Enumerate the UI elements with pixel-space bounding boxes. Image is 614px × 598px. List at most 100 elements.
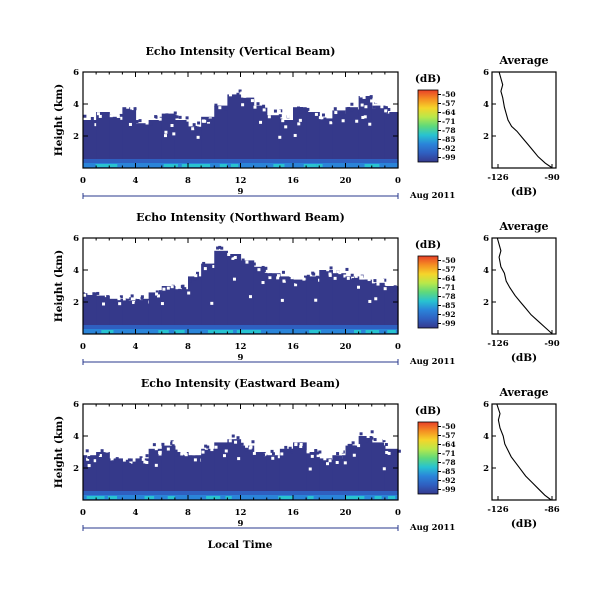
echo-speckle — [359, 94, 363, 98]
echo-gap — [197, 116, 201, 120]
y-tick-label: 2 — [73, 132, 79, 142]
y-tick-label: 6 — [73, 68, 79, 78]
echo-speckle — [98, 453, 102, 457]
echo-gap — [255, 257, 259, 261]
echo-speckle — [371, 277, 375, 281]
y-tick-label: 2 — [73, 298, 79, 308]
x-tick-label: 12 — [235, 342, 247, 352]
echo-speckle — [131, 107, 135, 111]
echo-column — [319, 118, 333, 168]
echo-gap — [383, 287, 387, 291]
echo-speckle — [373, 279, 377, 283]
surface-peak — [107, 496, 116, 499]
echo-speckle — [284, 445, 288, 449]
echo-gap — [141, 448, 145, 452]
avg-x-tick-label: -126 — [487, 339, 508, 349]
echo-speckle — [140, 295, 144, 299]
echo-speckle — [297, 106, 301, 110]
echo-column — [148, 120, 163, 168]
echo-speckle — [322, 119, 326, 123]
x-tick-label: 12 — [235, 176, 247, 186]
echo-speckle — [370, 99, 374, 103]
echo-speckle — [108, 290, 112, 294]
x-tick-label: 4 — [133, 342, 139, 352]
echo-speckle — [315, 275, 319, 279]
echo-speckle — [132, 301, 136, 305]
echo-gap — [180, 452, 184, 456]
echo-column — [306, 452, 320, 500]
echo-speckle — [183, 287, 187, 291]
echo-gap — [335, 461, 339, 465]
echo-speckle — [245, 444, 249, 448]
echo-gap — [372, 99, 376, 103]
echo-speckle — [139, 456, 143, 460]
echo-speckle — [268, 276, 272, 280]
echo-column — [109, 458, 123, 500]
echo-speckle — [346, 276, 350, 280]
echo-column — [174, 289, 189, 334]
echo-speckle — [288, 446, 292, 450]
echo-speckle — [98, 114, 102, 118]
echo-speckle — [271, 456, 275, 460]
echo-speckle — [191, 127, 195, 131]
echo-speckle — [199, 455, 203, 459]
echo-speckle — [316, 113, 320, 117]
echo-column — [358, 279, 373, 334]
echo-speckle — [241, 258, 245, 262]
echo-speckle — [145, 121, 149, 125]
echo-speckle — [251, 440, 255, 444]
echo-speckle — [171, 443, 175, 447]
echo-speckle — [152, 443, 156, 447]
echo-speckle — [283, 270, 287, 274]
echo-gap — [349, 434, 353, 438]
echo-speckle — [271, 452, 275, 456]
echo-speckle — [339, 455, 343, 459]
average-profile-line — [498, 71, 553, 169]
echo-gap — [343, 461, 347, 465]
colorbar-label: -78 — [442, 292, 456, 301]
echo-speckle — [261, 453, 265, 457]
echo-speckle — [106, 107, 110, 111]
echo-column — [83, 120, 97, 168]
surface-peak — [174, 330, 185, 333]
echo-gap — [278, 135, 282, 139]
echo-speckle — [314, 108, 318, 112]
echo-gap — [366, 262, 370, 266]
echo-gap — [381, 278, 385, 282]
echo-speckle — [250, 99, 254, 103]
echo-speckle — [234, 440, 238, 444]
echo-speckle — [85, 288, 89, 292]
panel-title: Echo Intensity (Vertical Beam) — [145, 45, 335, 58]
echo-gap — [292, 102, 296, 106]
echo-speckle — [370, 430, 374, 434]
echo-speckle — [193, 458, 197, 462]
colorbar-label: -57 — [442, 265, 456, 274]
echo-gap — [368, 299, 372, 303]
echo-gap — [248, 295, 252, 299]
echo-speckle — [142, 119, 146, 123]
surface-peak — [181, 164, 197, 167]
echo-speckle — [115, 459, 119, 463]
echo-speckle — [115, 457, 119, 461]
echo-speckle — [370, 436, 374, 440]
average-xlabel: (dB) — [511, 518, 537, 530]
echo-speckle — [117, 297, 121, 301]
echo-gap — [202, 119, 206, 123]
echo-speckle — [247, 256, 251, 260]
echo-gap — [102, 302, 106, 306]
echo-column — [345, 276, 360, 334]
echo-gap — [311, 417, 315, 421]
echo-speckle — [151, 287, 155, 291]
echo-speckle — [210, 448, 214, 452]
echo-speckle — [336, 452, 340, 456]
avg-y-tick-label: 2 — [483, 464, 489, 474]
echo-speckle — [218, 245, 222, 249]
echo-speckle — [319, 453, 323, 457]
echo-column — [161, 445, 176, 500]
echo-speckle — [244, 448, 248, 452]
echo-gap — [154, 463, 158, 467]
echo-speckle — [282, 443, 286, 447]
average-title: Average — [498, 220, 548, 233]
echo-speckle — [265, 451, 269, 455]
echo-speckle — [174, 453, 178, 457]
